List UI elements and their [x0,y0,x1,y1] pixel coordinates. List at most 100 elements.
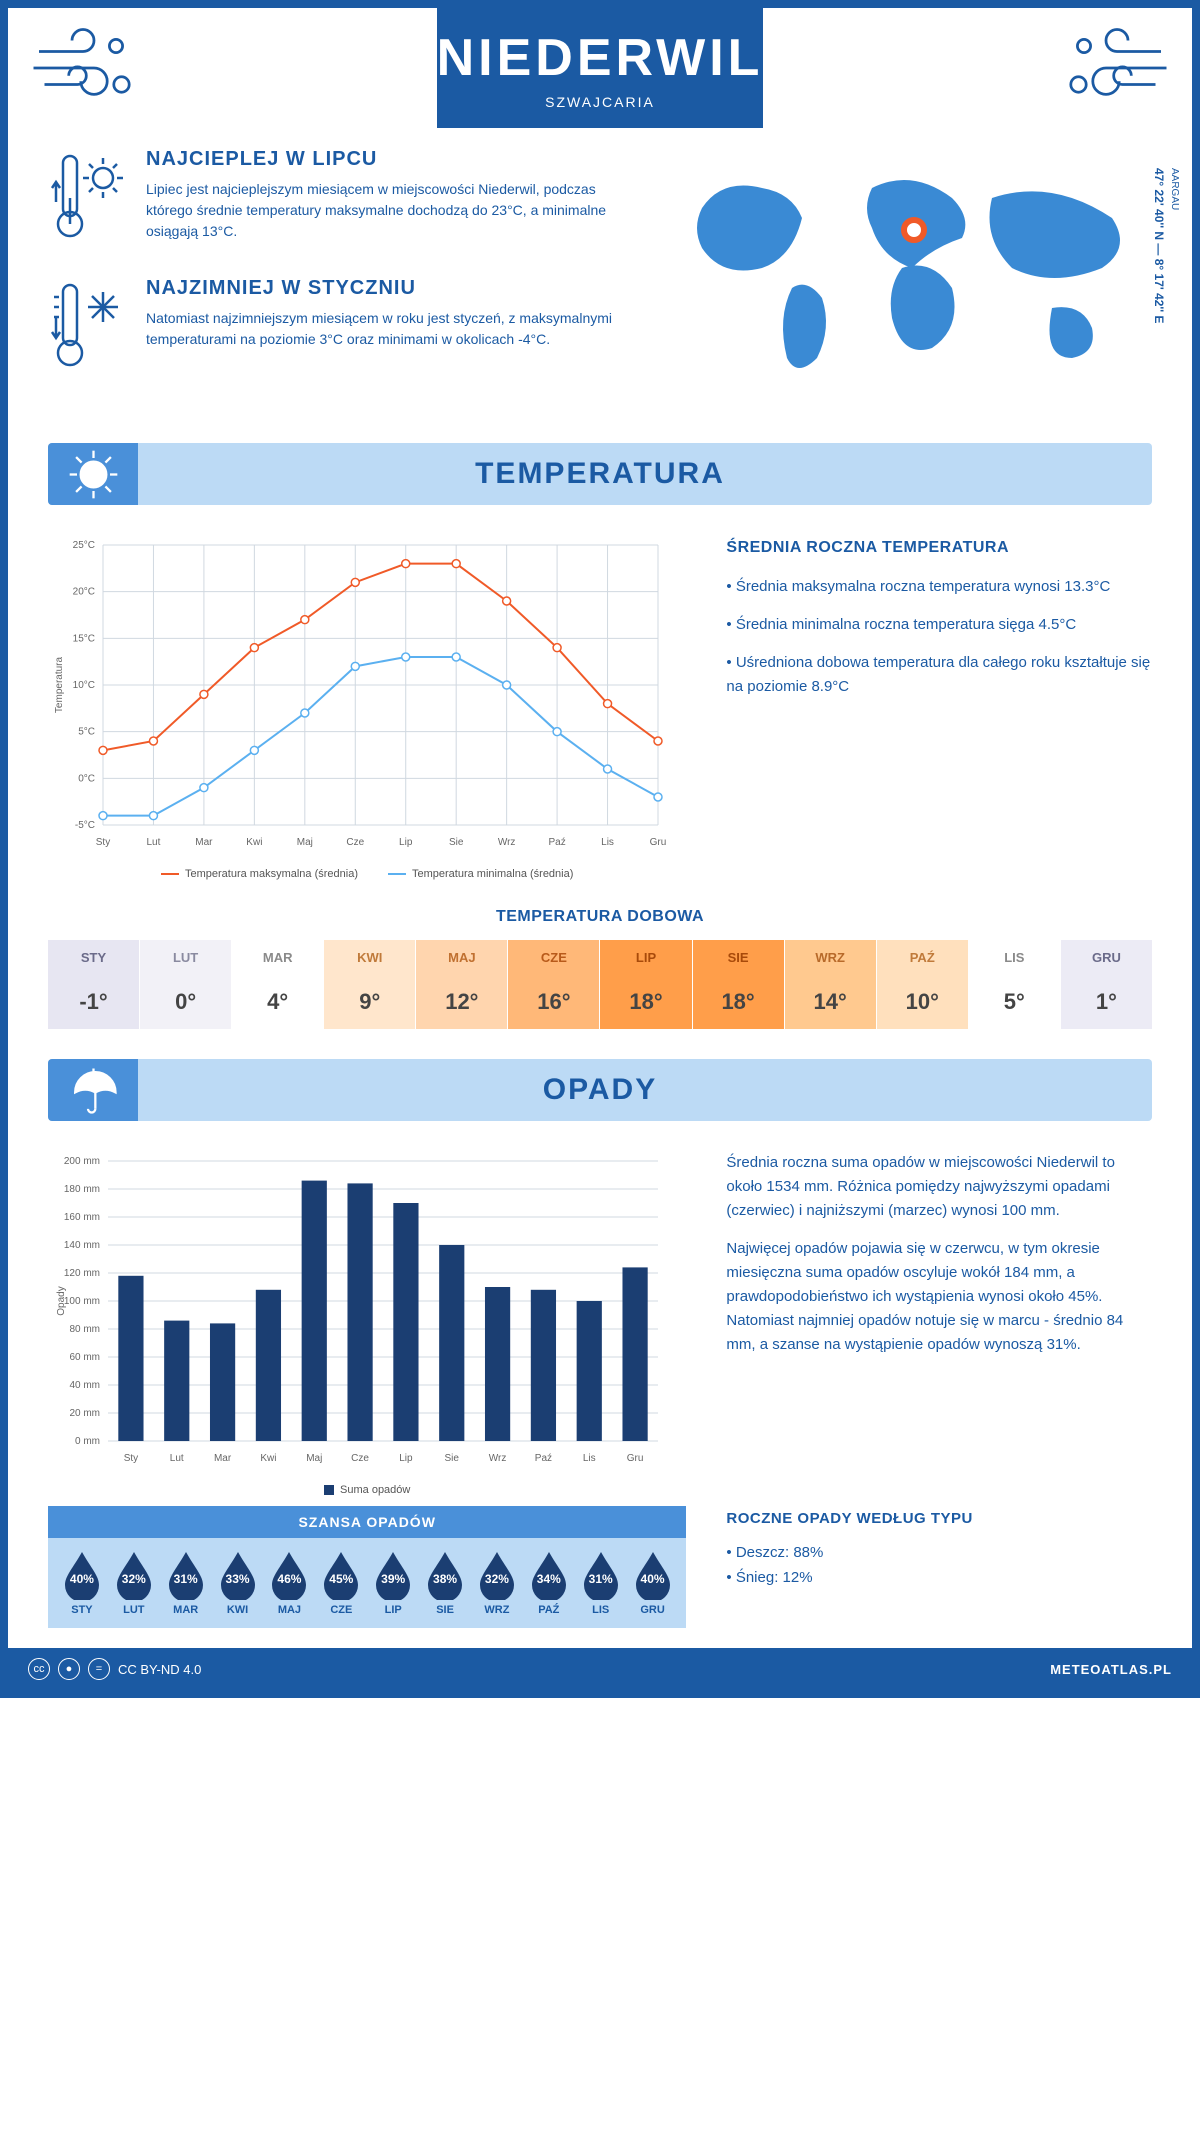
temp-summary-title: ŚREDNIA ROCZNA TEMPERATURA [726,535,1152,561]
header-row: NIEDERWIL SZWAJCARIA [8,8,1192,128]
rain-legend: Suma opadów [48,1484,686,1496]
svg-text:Gru: Gru [627,1453,644,1464]
svg-text:Maj: Maj [297,837,313,848]
svg-text:Lip: Lip [399,1453,413,1464]
cold-block: NAJZIMNIEJ W STYCZNIU Natomiast najzimni… [48,277,642,382]
raindrop-icon: 34% [528,1550,570,1600]
raindrop-icon: 32% [476,1550,518,1600]
raindrop-icon: 38% [424,1550,466,1600]
temp-cell: CZE 16° [508,940,600,1029]
temp-cell: SIE 18° [693,940,785,1029]
rain-summary: Średnia roczna suma opadów w miejscowośc… [726,1151,1152,1496]
rain-p2: Najwięcej opadów pojawia się w czerwcu, … [726,1237,1152,1357]
license-block: cc ● = CC BY-ND 4.0 [28,1658,201,1680]
cc-icon: cc [28,1658,50,1680]
svg-text:200 mm: 200 mm [64,1156,100,1167]
svg-text:80 mm: 80 mm [69,1324,100,1335]
svg-text:Maj: Maj [306,1453,322,1464]
sun-icon [48,443,138,505]
rain-chance-cell: 33% KWI [212,1550,264,1616]
svg-text:Opady: Opady [56,1286,67,1315]
rain-section-title: OPADY [48,1073,1152,1107]
temp-legend: Temperatura maksymalna (średnia) Tempera… [48,868,686,880]
svg-text:10°C: 10°C [73,680,95,691]
svg-text:25°C: 25°C [73,540,95,551]
raindrop-icon: 39% [372,1550,414,1600]
svg-text:Cze: Cze [351,1453,369,1464]
info-section: NAJCIEPLEJ W LIPCU Lipiec jest najcieple… [8,128,1192,423]
svg-text:Sie: Sie [445,1453,460,1464]
precipitation-bar-chart: 0 mm20 mm40 mm60 mm80 mm100 mm120 mm140 … [48,1151,668,1471]
svg-text:Sie: Sie [449,837,464,848]
svg-text:0°C: 0°C [78,773,95,784]
svg-text:Mar: Mar [195,837,213,848]
world-map [672,148,1152,408]
rain-type-b2: • Śnieg: 12% [726,1565,1152,1591]
thermometer-sun-icon [48,148,128,253]
temp-section-header: TEMPERATURA [48,443,1152,505]
svg-text:15°C: 15°C [73,633,95,644]
svg-text:60 mm: 60 mm [69,1352,100,1363]
temperature-line-chart: -5°C0°C5°C10°C15°C20°C25°CStyLutMarKwiMa… [48,535,668,855]
svg-text:0 mm: 0 mm [75,1436,100,1447]
page-title: NIEDERWIL [437,28,764,88]
rain-chance-cell: 45% CZE [315,1550,367,1616]
footer: cc ● = CC BY-ND 4.0 METEOATLAS.PL [8,1648,1192,1690]
temp-chart-row: -5°C0°C5°C10°C15°C20°C25°CStyLutMarKwiMa… [8,505,1192,890]
rain-chance-cell: 34% PAŹ [523,1550,575,1616]
site-name: METEOATLAS.PL [1050,1662,1172,1677]
rain-bottom-row: SZANSA OPADÓW 40% STY 32% LUT 31% MAR 33… [8,1506,1192,1648]
svg-text:Lis: Lis [601,837,614,848]
legend-min: Temperatura minimalna (średnia) [412,868,573,880]
coordinates: 47° 22' 40'' N — 8° 17' 42'' E [1152,168,1166,323]
rain-chance-cell: 31% MAR [160,1550,212,1616]
daily-temp-table: STY -1° LUT 0° MAR 4° KWI 9° MAJ 12° CZE… [48,940,1152,1029]
temp-cell: LIS 5° [969,940,1061,1029]
temp-cell: MAJ 12° [416,940,508,1029]
svg-text:Lut: Lut [170,1453,184,1464]
rain-chance-cell: 31% LIS [575,1550,627,1616]
svg-text:Paź: Paź [548,837,565,848]
svg-text:180 mm: 180 mm [64,1184,100,1195]
wind-icon-left [28,28,138,108]
rain-chance-cell: 32% LUT [108,1550,160,1616]
temp-cell: MAR 4° [232,940,324,1029]
rain-chance-cell: 40% GRU [627,1550,679,1616]
svg-text:Lip: Lip [399,837,413,848]
raindrop-icon: 33% [217,1550,259,1600]
rain-chance-cell: 40% STY [56,1550,108,1616]
svg-text:Lut: Lut [147,837,161,848]
svg-text:Kwi: Kwi [246,837,262,848]
rain-chance-block: SZANSA OPADÓW 40% STY 32% LUT 31% MAR 33… [48,1506,686,1628]
temp-cell: GRU 1° [1061,940,1152,1029]
daily-temp-title: TEMPERATURA DOBOWA [8,908,1192,926]
svg-text:Temperatura: Temperatura [54,656,65,713]
rain-section-header: OPADY [48,1059,1152,1121]
svg-text:-5°C: -5°C [75,820,95,831]
svg-text:40 mm: 40 mm [69,1380,100,1391]
svg-text:Lis: Lis [583,1453,596,1464]
svg-text:Wrz: Wrz [489,1453,507,1464]
temp-bullet-1: • Średnia maksymalna roczna temperatura … [726,575,1152,599]
svg-text:Mar: Mar [214,1453,232,1464]
temp-summary: ŚREDNIA ROCZNA TEMPERATURA • Średnia mak… [726,535,1152,880]
rain-chance-cell: 38% SIE [419,1550,471,1616]
temp-cell: WRZ 14° [785,940,877,1029]
nd-icon: = [88,1658,110,1680]
raindrop-icon: 45% [320,1550,362,1600]
legend-max: Temperatura maksymalna (średnia) [185,868,358,880]
rain-chance-cell: 32% WRZ [471,1550,523,1616]
cold-title: NAJZIMNIEJ W STYCZNIU [146,277,642,300]
svg-text:Sty: Sty [96,837,110,848]
temp-cell: PAŹ 10° [877,940,969,1029]
location-marker [904,220,924,240]
rain-chance-cell: 39% LIP [367,1550,419,1616]
svg-text:100 mm: 100 mm [64,1296,100,1307]
umbrella-icon [48,1059,138,1121]
raindrop-icon: 40% [61,1550,103,1600]
wind-icon-right [1062,28,1172,108]
svg-text:Cze: Cze [346,837,364,848]
temp-cell: KWI 9° [324,940,416,1029]
warm-text: Lipiec jest najcieplejszym miesiącem w m… [146,179,642,242]
rain-chance-title: SZANSA OPADÓW [48,1506,686,1538]
